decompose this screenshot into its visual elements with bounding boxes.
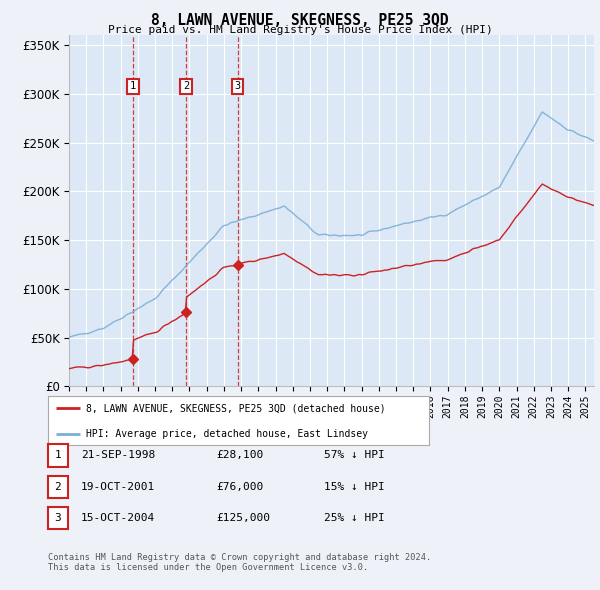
Text: 3: 3: [235, 81, 241, 91]
Text: 1: 1: [55, 451, 61, 460]
Text: 2: 2: [183, 81, 189, 91]
Text: HPI: Average price, detached house, East Lindsey: HPI: Average price, detached house, East…: [86, 429, 368, 439]
Text: 15-OCT-2004: 15-OCT-2004: [81, 513, 155, 523]
Text: 8, LAWN AVENUE, SKEGNESS, PE25 3QD: 8, LAWN AVENUE, SKEGNESS, PE25 3QD: [151, 13, 449, 28]
Text: 25% ↓ HPI: 25% ↓ HPI: [324, 513, 385, 523]
Text: Price paid vs. HM Land Registry's House Price Index (HPI): Price paid vs. HM Land Registry's House …: [107, 25, 493, 35]
Text: 21-SEP-1998: 21-SEP-1998: [81, 451, 155, 460]
Text: 3: 3: [55, 513, 61, 523]
Text: Contains HM Land Registry data © Crown copyright and database right 2024.: Contains HM Land Registry data © Crown c…: [48, 553, 431, 562]
Text: 15% ↓ HPI: 15% ↓ HPI: [324, 482, 385, 491]
Text: This data is licensed under the Open Government Licence v3.0.: This data is licensed under the Open Gov…: [48, 563, 368, 572]
Text: £76,000: £76,000: [216, 482, 263, 491]
Text: 2: 2: [55, 482, 61, 491]
Text: 1: 1: [130, 81, 136, 91]
Text: 19-OCT-2001: 19-OCT-2001: [81, 482, 155, 491]
Text: £28,100: £28,100: [216, 451, 263, 460]
Text: 57% ↓ HPI: 57% ↓ HPI: [324, 451, 385, 460]
Text: £125,000: £125,000: [216, 513, 270, 523]
Text: 8, LAWN AVENUE, SKEGNESS, PE25 3QD (detached house): 8, LAWN AVENUE, SKEGNESS, PE25 3QD (deta…: [86, 403, 386, 413]
